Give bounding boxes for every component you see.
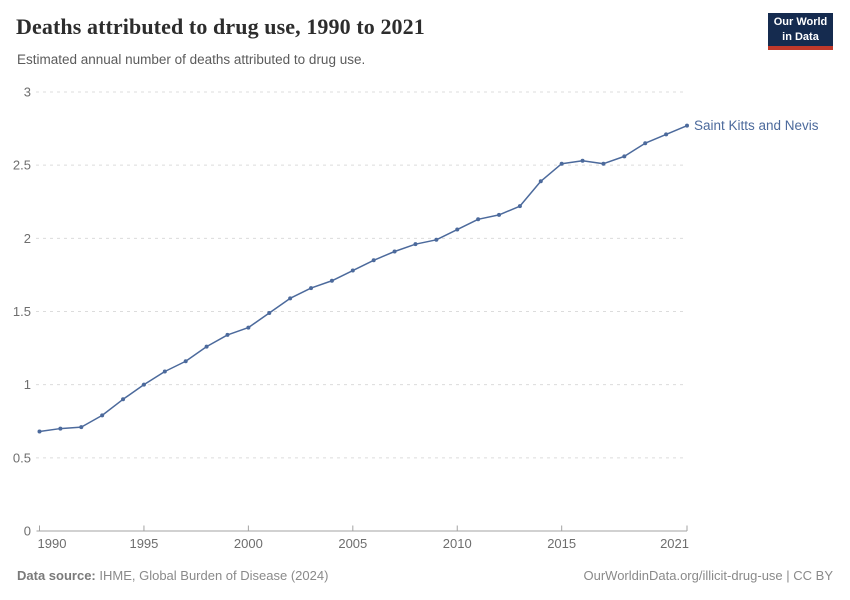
data-point-marker[interactable] [350, 268, 355, 273]
data-point-marker[interactable] [685, 123, 689, 128]
data-point-marker[interactable] [601, 161, 606, 166]
series-end-label[interactable]: Saint Kitts and Nevis [694, 118, 819, 133]
y-axis-tick-label: 2.5 [13, 158, 31, 173]
x-axis-tick-label: 2021 [660, 536, 689, 551]
series-line[interactable] [39, 124, 688, 433]
data-point-marker[interactable] [664, 132, 669, 137]
data-point-marker[interactable] [204, 344, 209, 349]
data-point-marker[interactable] [183, 359, 188, 364]
data-point-marker[interactable] [100, 413, 105, 418]
x-axis-tick-label: 1990 [38, 536, 67, 551]
data-point-marker[interactable] [141, 382, 146, 387]
data-point-marker[interactable] [392, 249, 397, 254]
y-axis-tick-label: 1.5 [13, 304, 31, 319]
data-point-marker[interactable] [37, 429, 42, 434]
data-point-marker[interactable] [476, 217, 481, 222]
credit-link[interactable]: OurWorldinData.org/illicit-drug-use | CC… [583, 568, 834, 583]
data-source-label: Data source: [17, 568, 96, 583]
owid-logo-line2: in Data [782, 30, 819, 43]
data-point-marker[interactable] [517, 204, 522, 209]
data-point-marker[interactable] [246, 325, 251, 330]
data-point-marker[interactable] [162, 369, 167, 374]
data-point-marker[interactable] [580, 158, 585, 163]
data-point-marker[interactable] [329, 278, 334, 283]
y-axis-tick-label: 1 [24, 377, 31, 392]
owid-logo[interactable]: Our World in Data [768, 13, 833, 50]
data-point-marker[interactable] [371, 258, 376, 263]
data-point-marker[interactable] [309, 286, 314, 291]
y-axis-tick-label: 0.5 [13, 450, 31, 465]
data-point-marker[interactable] [288, 296, 293, 301]
y-axis-tick-label: 2 [24, 231, 31, 246]
data-point-marker[interactable] [434, 237, 439, 242]
data-point-marker[interactable] [58, 426, 63, 431]
chart-subtitle: Estimated annual number of deaths attrib… [17, 52, 366, 67]
chart-title: Deaths attributed to drug use, 1990 to 2… [16, 14, 425, 39]
data-point-marker[interactable] [622, 154, 627, 159]
y-axis-tick-label: 3 [24, 85, 31, 100]
data-point-marker[interactable] [121, 397, 126, 402]
owid-logo-line1: Our World [773, 16, 828, 29]
data-point-marker[interactable] [79, 425, 84, 430]
y-axis-tick-label: 0 [24, 524, 31, 539]
data-point-marker[interactable] [643, 141, 648, 146]
data-source-text: IHME, Global Burden of Disease (2024) [95, 568, 329, 583]
chart-footer: Data source: IHME, Global Burden of Dise… [17, 568, 833, 583]
x-axis-tick-label: 2015 [547, 536, 576, 551]
data-point-marker[interactable] [497, 212, 502, 217]
data-point-marker[interactable] [267, 310, 272, 315]
x-axis-tick-label: 2010 [443, 536, 472, 551]
x-axis-tick-label: 2005 [338, 536, 367, 551]
data-point-marker[interactable] [225, 332, 230, 337]
x-axis-tick-label: 2000 [234, 536, 263, 551]
data-point-marker[interactable] [413, 242, 418, 247]
data-point-marker[interactable] [559, 161, 564, 166]
data-point-marker[interactable] [538, 179, 543, 184]
data-source: Data source: IHME, Global Burden of Dise… [17, 568, 328, 583]
x-axis-tick-label: 1995 [129, 536, 158, 551]
data-point-marker[interactable] [455, 227, 460, 232]
